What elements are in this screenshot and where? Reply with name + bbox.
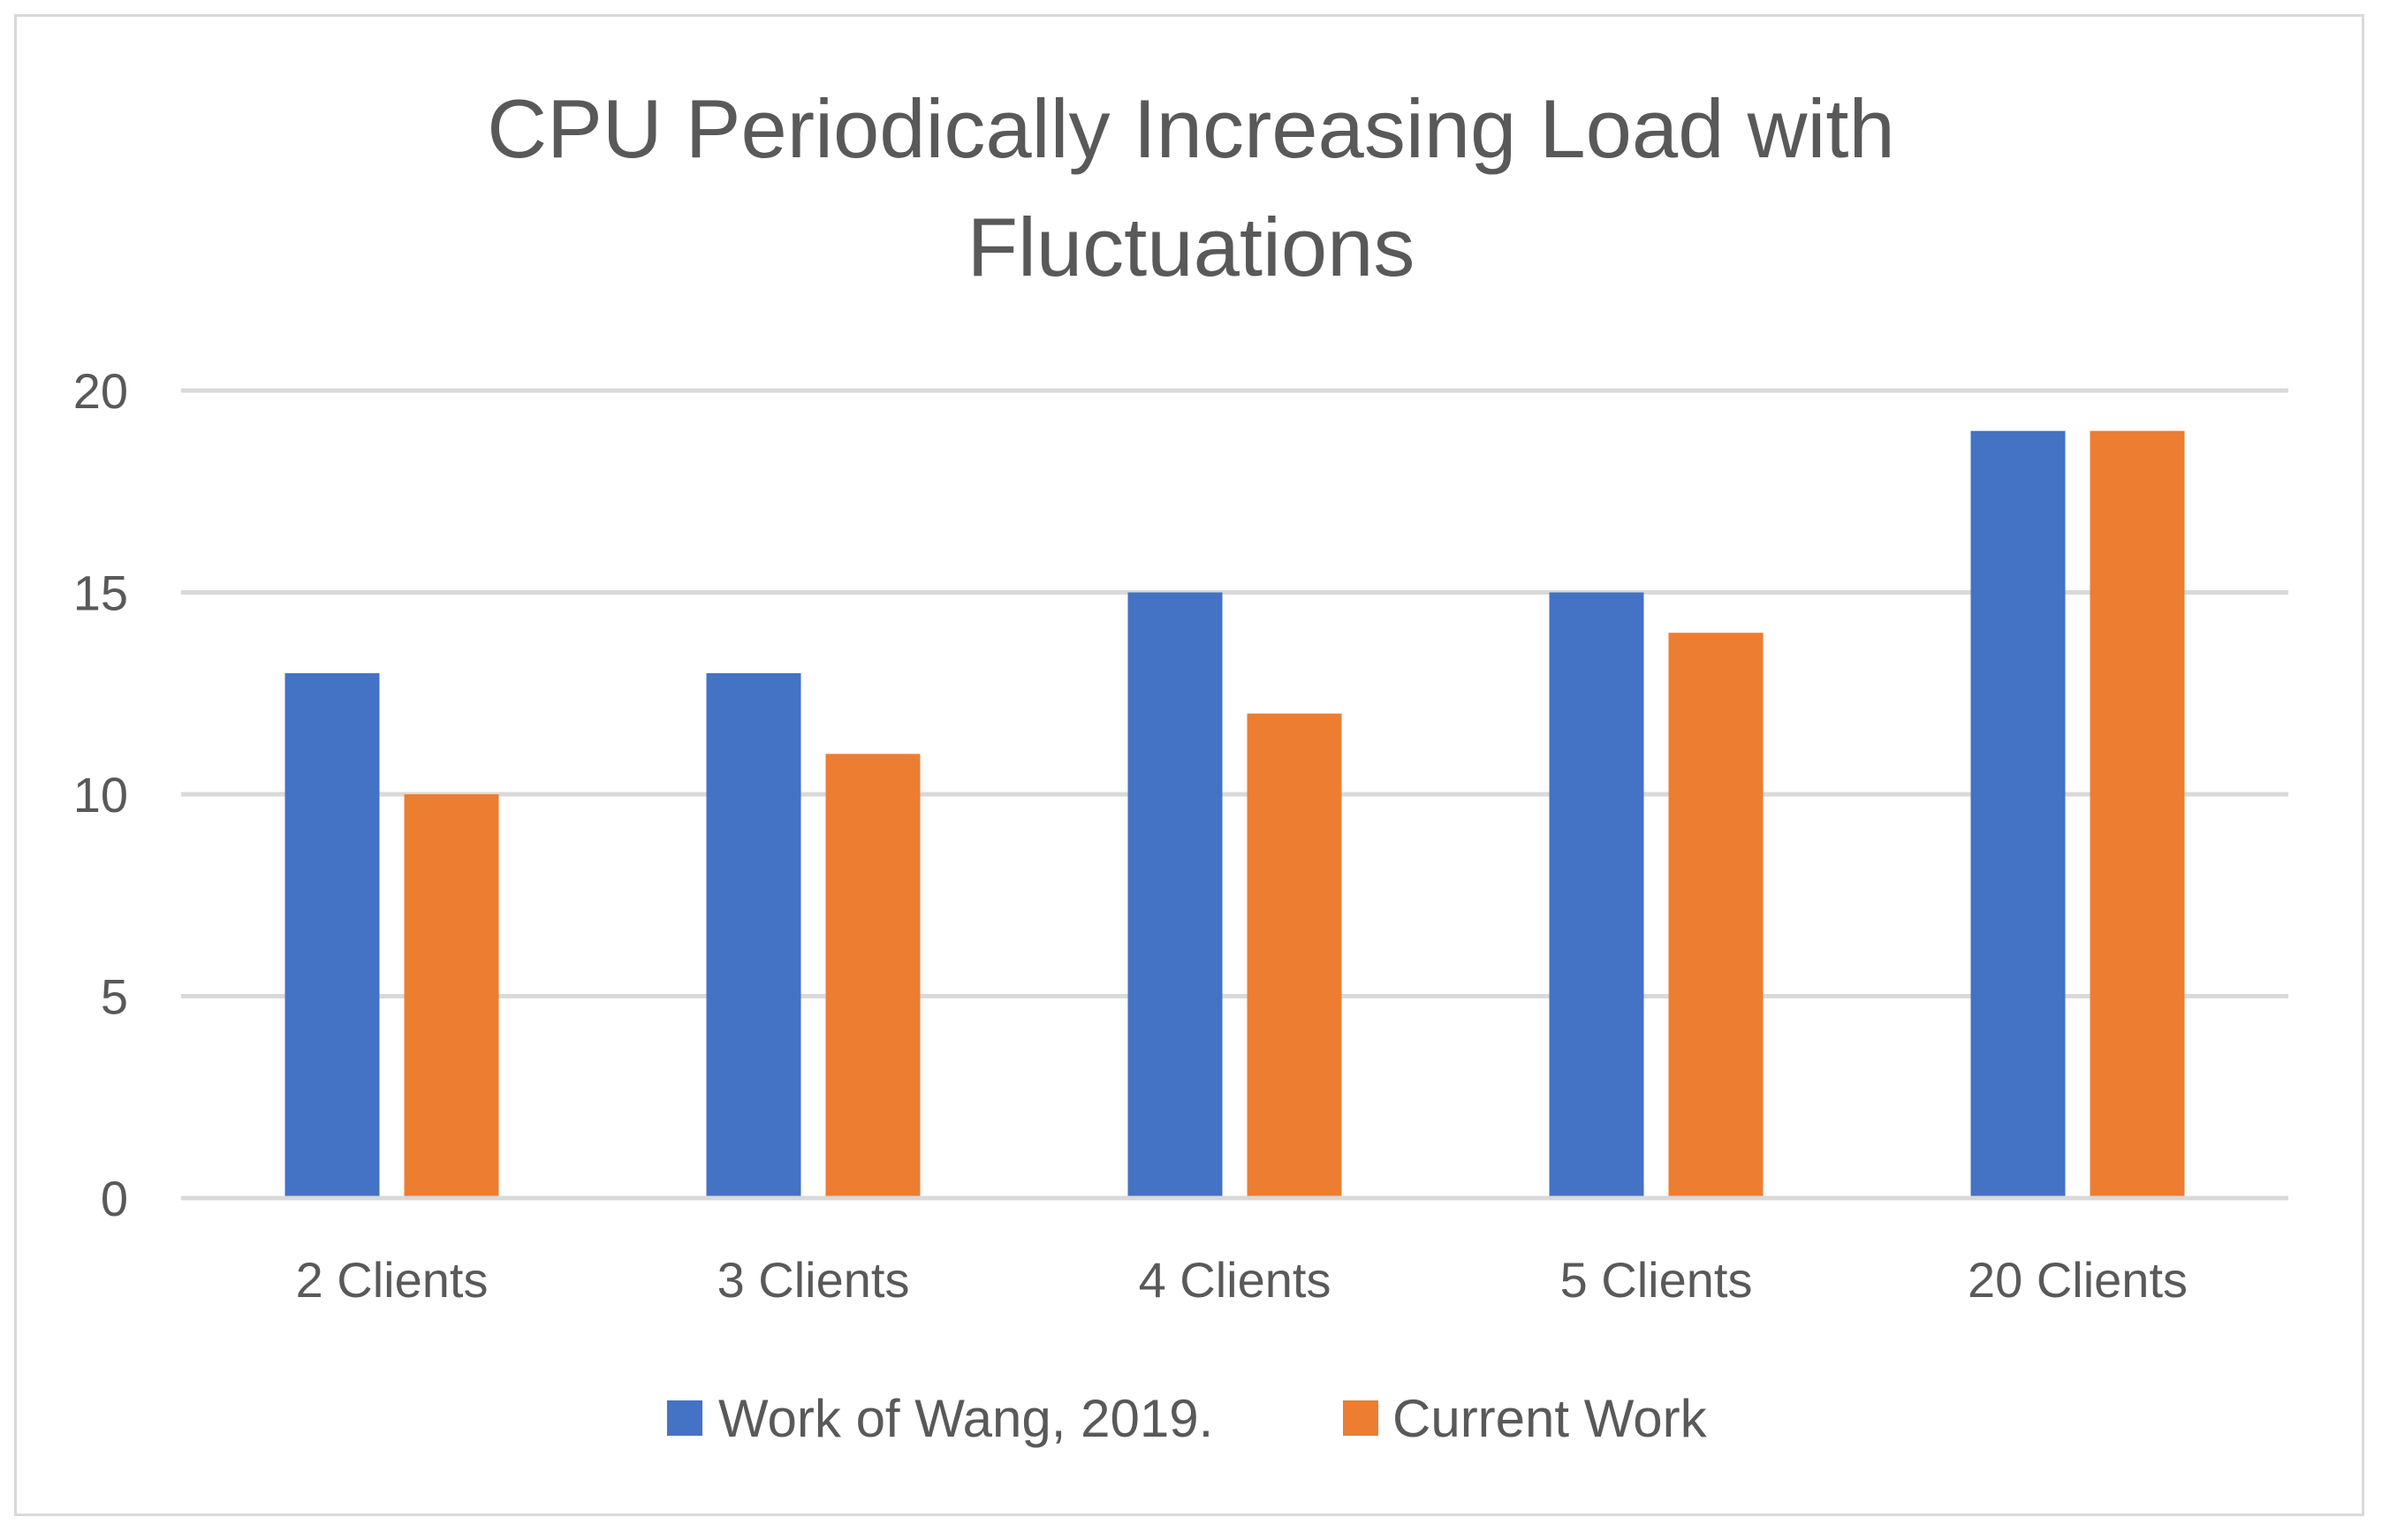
bar <box>2090 430 2185 1198</box>
legend-label: Current Work <box>1392 1389 1708 1448</box>
bar <box>1970 430 2066 1198</box>
x-tick-label: 3 Clients <box>717 1252 910 1308</box>
bar <box>284 672 380 1198</box>
y-tick-label: 0 <box>101 1171 128 1226</box>
bars <box>284 430 2185 1198</box>
chart-title-line-1: CPU Periodically Increasing Load with <box>487 82 1895 175</box>
x-tick-label: 20 Clients <box>1968 1252 2188 1308</box>
chart-title-line-2: Fluctuations <box>967 201 1415 293</box>
y-tick-label: 20 <box>73 363 128 419</box>
y-axis-ticks: 0 5 10 15 20 <box>73 363 128 1226</box>
legend-swatch <box>1343 1400 1378 1436</box>
y-tick-label: 15 <box>73 565 128 621</box>
legend: Work of Wang, 2019. Current Work <box>667 1389 1708 1448</box>
x-tick-label: 4 Clients <box>1139 1252 1331 1308</box>
y-tick-label: 10 <box>73 767 128 823</box>
bar <box>404 794 499 1198</box>
bar <box>1549 592 1644 1198</box>
legend-label: Work of Wang, 2019. <box>718 1389 1213 1448</box>
bar <box>1127 592 1223 1198</box>
legend-swatch <box>667 1400 702 1436</box>
bar <box>706 672 801 1198</box>
bar <box>1247 713 1342 1198</box>
bar <box>1668 633 1764 1198</box>
x-tick-label: 2 Clients <box>296 1252 489 1308</box>
y-tick-label: 5 <box>101 969 128 1025</box>
chart-title: CPU Periodically Increasing Load with Fl… <box>487 82 1895 293</box>
bar <box>825 754 921 1198</box>
x-tick-label: 5 Clients <box>1560 1252 1753 1308</box>
x-axis-ticks: 2 Clients 3 Clients 4 Clients 5 Clients 20 C… <box>296 1252 2188 1308</box>
